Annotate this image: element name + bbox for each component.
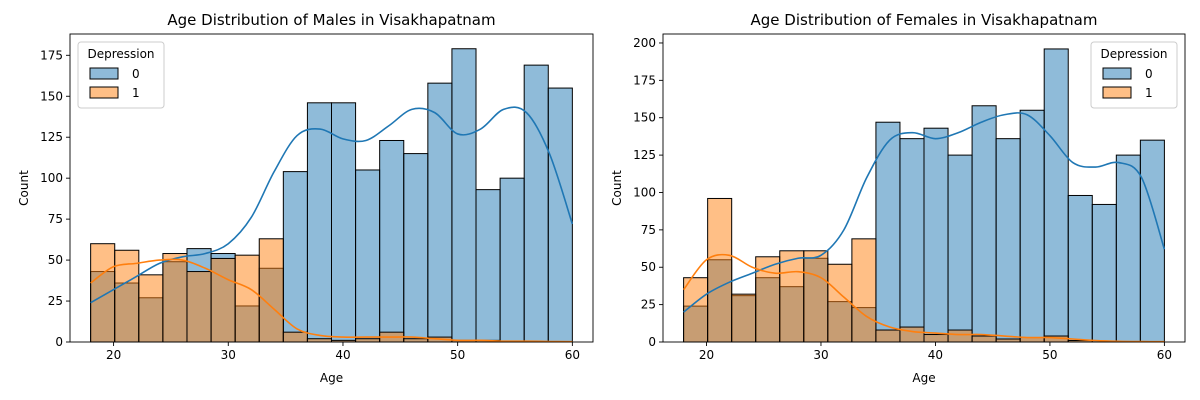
x-axis-label: Age bbox=[912, 371, 935, 385]
y-tick-label: 25 bbox=[641, 298, 656, 312]
chart-title: Age Distribution of Males in Visakhapatn… bbox=[167, 11, 495, 29]
bar-series-0-bin-15 bbox=[427, 82, 453, 343]
legend-title: Depression bbox=[1100, 47, 1167, 61]
x-tick-label: 50 bbox=[1042, 348, 1057, 362]
bar-series-0-bin-16 bbox=[451, 48, 477, 343]
y-tick-label: 0 bbox=[648, 335, 656, 349]
x-tick-label: 60 bbox=[1157, 348, 1172, 362]
x-tick-label: 40 bbox=[335, 348, 350, 362]
bar-series-1-bin-14 bbox=[403, 338, 429, 343]
kde-line-series-1 bbox=[682, 253, 1165, 343]
bar-series-1-bin-9 bbox=[282, 331, 308, 343]
bar-series-1-bin-13 bbox=[971, 335, 997, 343]
y-tick-label: 125 bbox=[40, 130, 63, 144]
y-tick-label: 50 bbox=[641, 260, 656, 274]
bar-series-0-bin-14 bbox=[403, 153, 429, 343]
legend-label-0: 0 bbox=[132, 67, 140, 81]
x-axis-label: Age bbox=[320, 371, 343, 385]
legend-title: Depression bbox=[87, 47, 154, 61]
bar-series-0-bin-10 bbox=[306, 102, 332, 343]
legend-label-1: 1 bbox=[132, 86, 140, 100]
bar-series-0-bin-9 bbox=[282, 171, 308, 343]
y-tick-label: 75 bbox=[641, 223, 656, 237]
y-tick-label: 100 bbox=[40, 171, 63, 185]
bar-series-1-bin-10 bbox=[899, 326, 925, 343]
bar-series-0-bin-20 bbox=[1139, 139, 1165, 343]
bar-series-0-bin-13 bbox=[971, 105, 997, 343]
kde-line-series-1 bbox=[90, 258, 573, 343]
y-axis-label: Count bbox=[610, 170, 624, 206]
bar-series-1-bin-6 bbox=[210, 257, 236, 343]
bar-series-0-bin-18 bbox=[499, 177, 525, 343]
bar-series-0-bin-17 bbox=[475, 189, 501, 343]
bar-series-1-bin-7 bbox=[234, 254, 260, 343]
bar-series-0-bin-18 bbox=[1091, 203, 1117, 343]
bar-series-0-bin-11 bbox=[923, 127, 949, 343]
y-tick-label: 50 bbox=[48, 253, 63, 267]
axes-frame bbox=[662, 33, 1186, 343]
bar-series-1-bin-5 bbox=[779, 250, 805, 343]
axes-frame bbox=[69, 33, 594, 343]
y-tick-label: 0 bbox=[55, 335, 63, 349]
bar-series-0-bin-19 bbox=[523, 64, 549, 343]
bar-series-1-bin-5 bbox=[186, 271, 212, 343]
legend: Depression 0 1 bbox=[1090, 41, 1178, 109]
bar-series-1-bin-12 bbox=[947, 329, 973, 343]
bar-series-1-bin-8 bbox=[258, 238, 284, 343]
bar-series-0-bin-20 bbox=[547, 87, 573, 343]
bar-series-1-bin-6 bbox=[803, 250, 829, 343]
y-tick-label: 150 bbox=[40, 89, 63, 103]
chart-panel-2: 20 30 40 50 60 0 25 50 75 100 125 150 175 200 Age Dist… bbox=[610, 11, 1186, 385]
bar-series-1-bin-3 bbox=[138, 274, 164, 343]
bar-series-0-bin-14 bbox=[995, 138, 1021, 343]
bar-series-0-bin-9 bbox=[875, 121, 901, 343]
bar-series-0-bin-19 bbox=[1115, 154, 1141, 343]
y-tick-label: 100 bbox=[633, 185, 656, 199]
bar-series-1-bin-2 bbox=[707, 197, 733, 343]
x-tick-label: 30 bbox=[221, 348, 236, 362]
x-tick-label: 50 bbox=[450, 348, 465, 362]
y-axis-label: Count bbox=[17, 170, 31, 206]
legend-swatch-1 bbox=[1102, 86, 1132, 99]
bar-series-0-bin-16 bbox=[1043, 48, 1069, 343]
bar-series-0-bin-15 bbox=[1019, 109, 1045, 343]
bars bbox=[683, 48, 1165, 343]
x-tick-label: 20 bbox=[106, 348, 121, 362]
bar-series-0-bin-13 bbox=[379, 139, 405, 343]
legend-label-1: 1 bbox=[1145, 86, 1153, 100]
bar-series-1-bin-9 bbox=[875, 329, 901, 343]
bar-series-1-bin-12 bbox=[355, 338, 381, 343]
legend-swatch-1 bbox=[89, 86, 119, 99]
bar-series-1-bin-1 bbox=[90, 243, 116, 343]
legend-swatch-0 bbox=[1102, 67, 1132, 80]
legend: Depression 0 1 bbox=[77, 41, 165, 109]
bar-series-1-bin-4 bbox=[162, 253, 188, 343]
bar-series-1-bin-7 bbox=[827, 263, 853, 343]
bar-series-0-bin-12 bbox=[355, 169, 381, 343]
x-tick-label: 20 bbox=[699, 348, 714, 362]
bar-series-0-bin-17 bbox=[1067, 194, 1093, 343]
bar-series-0-bin-10 bbox=[899, 138, 925, 343]
chart-panel-1: 20 30 40 50 60 0 25 50 75 100 125 150 175 Age Distrib… bbox=[17, 11, 594, 385]
chart-title: Age Distribution of Females in Visakhapa… bbox=[751, 11, 1098, 29]
y-tick-label: 75 bbox=[48, 212, 63, 226]
legend-swatch-0 bbox=[89, 67, 119, 80]
x-tick-label: 30 bbox=[813, 348, 828, 362]
y-tick-label: 25 bbox=[48, 294, 63, 308]
bar-series-0-bin-12 bbox=[947, 154, 973, 343]
kde-line-series-0 bbox=[683, 112, 1166, 313]
bar-series-1-bin-8 bbox=[851, 238, 877, 343]
y-tick-label: 150 bbox=[633, 111, 656, 125]
y-tick-label: 175 bbox=[40, 48, 63, 62]
y-tick-label: 175 bbox=[633, 73, 656, 87]
bar-series-1-bin-10 bbox=[306, 338, 332, 343]
y-tick-label: 125 bbox=[633, 148, 656, 162]
legend-label-0: 0 bbox=[1145, 67, 1153, 81]
x-tick-label: 40 bbox=[928, 348, 943, 362]
bar-series-1-bin-3 bbox=[731, 293, 757, 343]
x-tick-label: 60 bbox=[565, 348, 580, 362]
bar-series-1-bin-11 bbox=[923, 334, 949, 343]
y-tick-label: 200 bbox=[633, 36, 656, 50]
